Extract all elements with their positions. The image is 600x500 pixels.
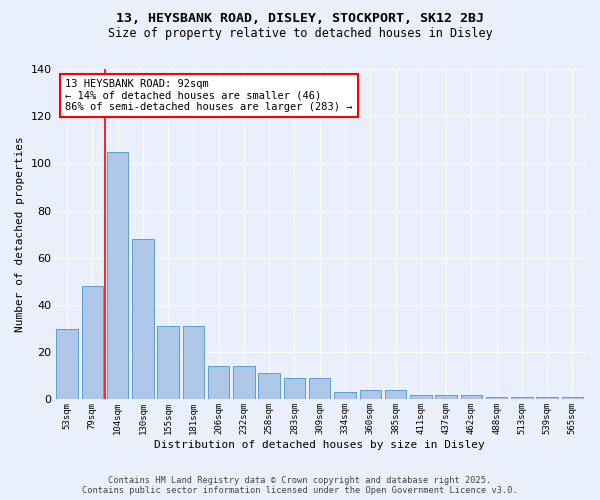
Bar — [461, 394, 482, 400]
Bar — [107, 152, 128, 400]
Bar — [385, 390, 406, 400]
Bar — [157, 326, 179, 400]
Bar — [56, 328, 78, 400]
Bar — [284, 378, 305, 400]
Bar — [436, 394, 457, 400]
Bar — [309, 378, 331, 400]
Bar — [233, 366, 254, 400]
Bar — [562, 397, 583, 400]
Bar — [359, 390, 381, 400]
Bar — [82, 286, 103, 400]
Bar — [536, 397, 558, 400]
X-axis label: Distribution of detached houses by size in Disley: Distribution of detached houses by size … — [154, 440, 485, 450]
Bar — [334, 392, 356, 400]
Bar — [208, 366, 229, 400]
Bar — [410, 394, 431, 400]
Bar — [182, 326, 204, 400]
Text: Size of property relative to detached houses in Disley: Size of property relative to detached ho… — [107, 28, 493, 40]
Bar — [511, 397, 533, 400]
Bar — [132, 239, 154, 400]
Text: 13 HEYSBANK ROAD: 92sqm
← 14% of detached houses are smaller (46)
86% of semi-de: 13 HEYSBANK ROAD: 92sqm ← 14% of detache… — [65, 79, 353, 112]
Text: 13, HEYSBANK ROAD, DISLEY, STOCKPORT, SK12 2BJ: 13, HEYSBANK ROAD, DISLEY, STOCKPORT, SK… — [116, 12, 484, 26]
Bar — [486, 397, 508, 400]
Y-axis label: Number of detached properties: Number of detached properties — [15, 136, 25, 332]
Bar — [259, 374, 280, 400]
Text: Contains HM Land Registry data © Crown copyright and database right 2025.
Contai: Contains HM Land Registry data © Crown c… — [82, 476, 518, 495]
